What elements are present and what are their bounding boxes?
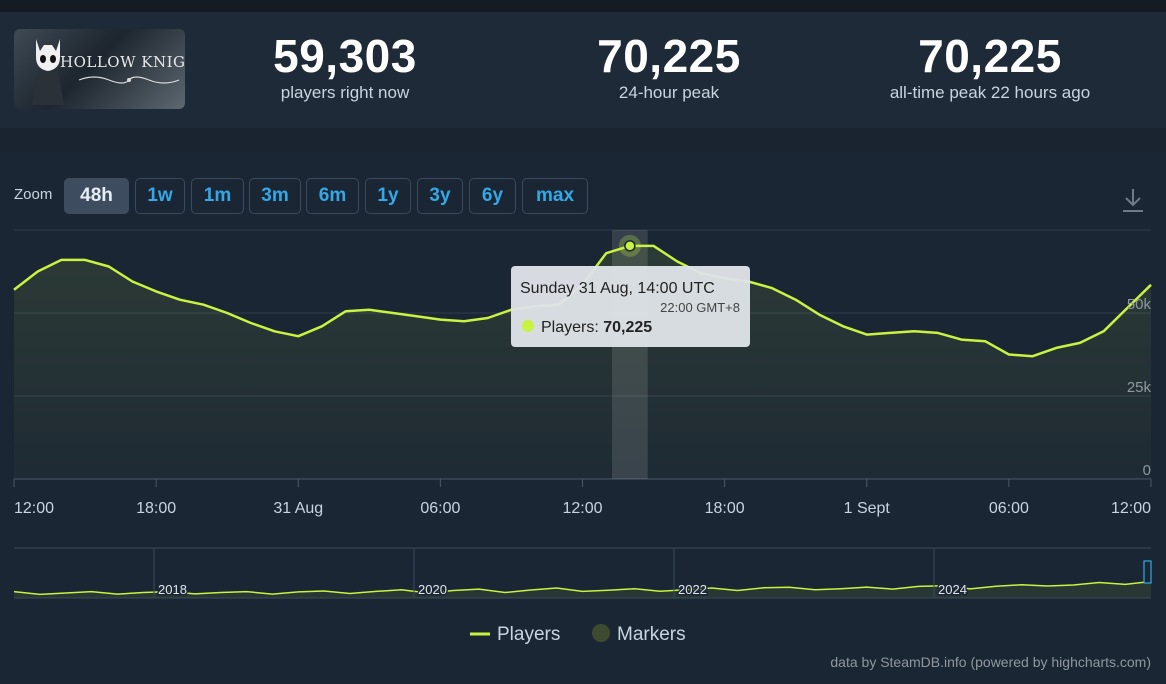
zoom-button-1w[interactable]: 1w [135,178,185,214]
legend-marker-icon [592,624,610,642]
stat-24h-peak: 70,225 24-hour peak [567,30,771,104]
stat-value: 70,225 [597,30,741,82]
navigator-area [14,581,1151,598]
header-divider [0,128,1166,152]
knight-icon [32,39,64,105]
navigator-tick-label: 2024 [938,582,967,597]
zoom-button-max[interactable]: max [522,178,588,214]
zoom-button-3m[interactable]: 3m [249,178,301,214]
navigator-tick-label: 2022 [678,582,707,597]
x-tick-label: 1 Sept [844,500,891,517]
stat-value: 70,225 [918,30,1062,82]
stat-current-players: 59,303 players right now [245,30,445,104]
x-tick-label: 18:00 [136,500,176,517]
x-tick-label: 31 Aug [273,500,323,517]
legend-item-markers[interactable]: Markers [592,624,686,645]
tooltip-local-time: 22:00 GMT+8 [660,300,740,315]
x-axis: 12:00 18:00 31 Aug 06:00 12:00 18:00 1 Sept 06:… [13,479,1152,517]
download-icon[interactable] [1120,186,1146,214]
x-tick-label: 06:00 [989,500,1029,517]
navigator[interactable]: 2018 2020 2022 2024 [13,547,1152,599]
y-axis-labels: 0 25k 50k [1127,296,1152,479]
zoom-button-48h[interactable]: 48h [64,178,129,214]
tooltip-series-label: Players: 70,225 [541,319,652,336]
credits[interactable]: data by SteamDB.info (powered by highcha… [830,654,1151,670]
x-tick-label: 12:00 [14,500,54,517]
zoom-button-1y[interactable]: 1y [365,178,411,214]
y-tick-label: 50k [1127,296,1152,313]
stat-label: 24-hour peak [618,83,720,102]
tooltip-box [511,266,750,347]
legend-item-players[interactable]: Players [470,624,560,645]
zoom-button-6m[interactable]: 6m [306,178,359,214]
x-tick-label: 06:00 [420,500,460,517]
top-bar [0,0,1166,12]
navigator-tick-label: 2018 [158,582,187,597]
stat-value: 59,303 [273,30,417,82]
stats-header: HOLLOW KNIGHT 59,303 players right now 7… [0,12,1166,128]
navigator-handle[interactable] [1143,560,1152,584]
y-tick-label: 0 [1143,462,1151,479]
stat-all-time-peak: 70,225 all-time peak 22 hours ago [860,30,1120,104]
tooltip-colon: : [594,319,603,336]
zoom-button-3y[interactable]: 3y [417,178,463,214]
legend-label-players: Players [497,624,560,645]
navigator-tick-label: 2020 [418,582,447,597]
navigator-line [13,580,1152,596]
hover-point[interactable] [624,240,636,252]
x-tick-label: 12:00 [1111,500,1151,517]
title-flourish-icon [78,76,180,84]
x-tick-label: 18:00 [705,500,745,517]
game-title: HOLLOW KNIGHT [60,53,185,71]
tooltip-series-dot [522,320,534,332]
tooltip-date: Sunday 31 Aug, 14:00 UTC [520,280,715,297]
chart-legend: Players Markers [470,624,686,645]
stat-label: players right now [280,83,410,102]
tooltip-series-name: Players [541,319,594,336]
players-series-area [14,245,1151,479]
y-tick-label: 25k [1127,379,1152,396]
game-thumbnail[interactable]: HOLLOW KNIGHT [14,29,185,109]
stat-label: all-time peak 22 hours ago [889,83,1091,102]
zoom-button-1m[interactable]: 1m [191,178,244,214]
zoom-button-6y[interactable]: 6y [469,178,516,214]
x-tick-label: 12:00 [562,500,602,517]
legend-label-markers: Markers [617,624,686,645]
tooltip-value: 70,225 [603,319,652,336]
zoom-label: Zoom [14,186,53,203]
tooltip: Sunday 31 Aug, 14:00 UTC 22:00 GMT+8 Pla… [511,266,750,347]
